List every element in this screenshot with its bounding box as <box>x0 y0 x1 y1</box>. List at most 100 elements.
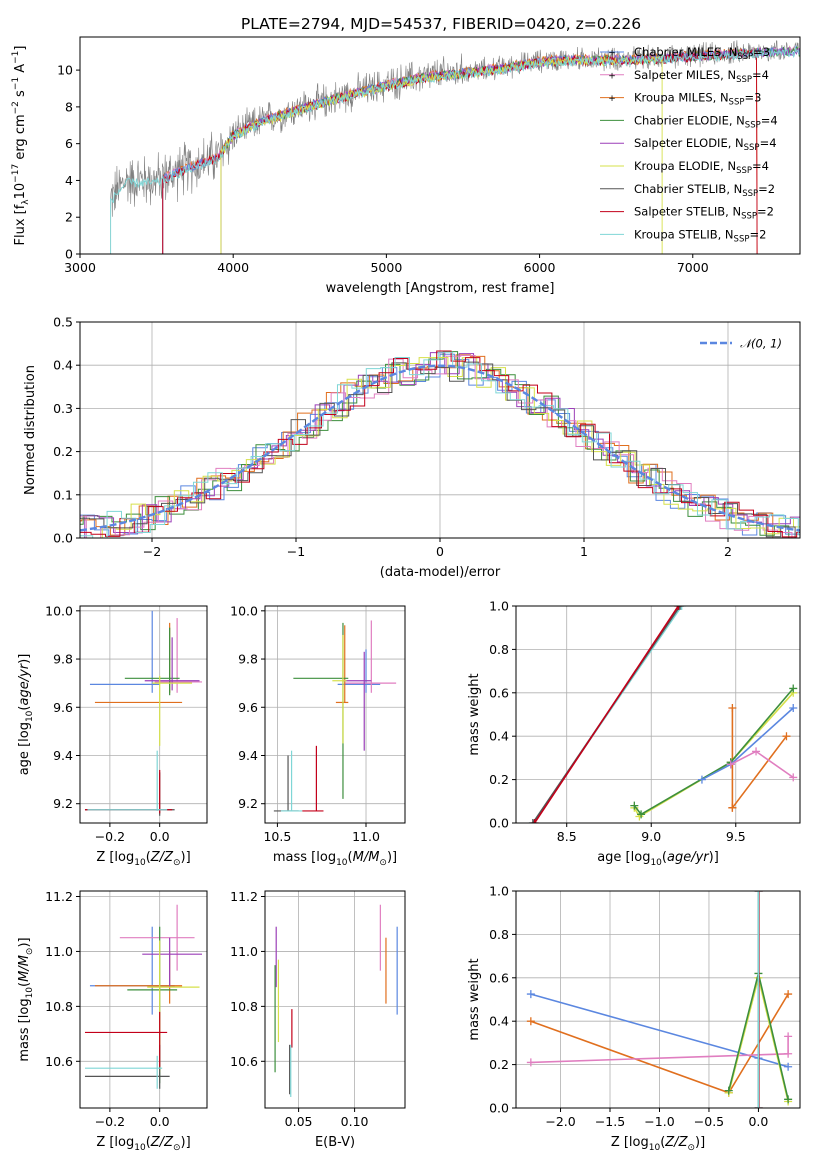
age_vs_Z-errorbars <box>84 610 203 816</box>
weight_vs_age-xlabel-part: ( <box>662 850 667 865</box>
point-pink <box>784 1032 793 1041</box>
mass_vs_Z-errorbars <box>84 904 203 1089</box>
legend-entry-blue: Chabrier MILES, NSSP=3 <box>634 45 770 62</box>
age_vs_Z-xlabel-part: ⊙ <box>173 858 181 868</box>
weight_vs_Z-xlabel-part: Z [log <box>611 1135 649 1150</box>
mass_vs_Z-ylabel-part: 10 <box>25 987 35 999</box>
x-tick-label: 0.05 <box>285 1114 313 1129</box>
legend-entry-pink-part: SSP <box>736 75 752 85</box>
legend-entry-green: Chabrier ELODIE, NSSP=4 <box>634 113 778 130</box>
age_vs_mass-xlabel-part: mass [log <box>273 850 336 865</box>
age_vs_mass-xlabel-part: ⊙ <box>379 858 387 868</box>
x-tick-label: −1.5 <box>595 1114 625 1129</box>
legend-entry-gray-part: =2 <box>758 182 775 196</box>
x-tick-label: 11.0 <box>352 829 380 844</box>
spectrum-ylabel-part: erg cm <box>13 114 28 163</box>
legend-entry-red-part: Salpeter STELIB, N <box>634 205 741 219</box>
x-tick-label: −2.0 <box>545 1114 575 1129</box>
spectrum-ylabel-part: −2 <box>11 101 21 114</box>
legend-marker: + <box>608 94 616 104</box>
legend-entry-green-part: Chabrier ELODIE, N <box>634 113 745 127</box>
legend-entry-cyan-part: SSP <box>734 234 750 244</box>
x-tick-label: 9.5 <box>726 829 746 844</box>
age_vs_Z-ylabel-part: age/yr <box>17 662 32 705</box>
x-tick-label: −2 <box>143 544 161 559</box>
spectrum-ylabel-part: −17 <box>11 164 21 183</box>
legend-marker: + <box>608 49 616 59</box>
mass_vs_Z-xlabel-part: ⊙ <box>173 1143 181 1153</box>
legend-entry-orange: Kroupa MILES, NSSP=3 <box>634 91 761 108</box>
point-pink <box>784 1049 793 1058</box>
legend-entry-yellow: Kroupa ELODIE, NSSP=4 <box>634 159 769 176</box>
y-tick-label: 11.0 <box>230 944 258 959</box>
x-tick-label: 2 <box>724 544 732 559</box>
legend-entry-gray-part: Chabrier STELIB, N <box>634 182 742 196</box>
legend-entry-red: Salpeter STELIB, NSSP=2 <box>634 205 774 222</box>
y-tick-label: 2 <box>65 210 73 225</box>
x-tick-label: 6000 <box>524 260 556 275</box>
age_vs_mass-axes: 10.5 11.0 9.2 9.4 9.6 9.8 10.0 <box>230 603 405 844</box>
weight_vs_age-xlabel: age [log10(age/yr)] <box>597 850 719 868</box>
spectrum-axes: 3000 4000 5000 6000 7000 0 2 4 6 8 10 <box>57 63 709 275</box>
series-yellow <box>633 692 794 818</box>
legend-entry-purple-part: SSP <box>744 143 760 153</box>
y-tick-label: 0.4 <box>489 1014 509 1029</box>
weight_vs_Z-grid <box>516 890 800 1109</box>
residual-hist-gray <box>80 361 800 538</box>
mass_vs_Z-xlabel-part: Z [log <box>96 1135 134 1150</box>
y-tick-label: 0.8 <box>489 642 509 657</box>
y-tick-label: 9.8 <box>238 652 258 667</box>
point-pink <box>789 773 798 782</box>
y-tick-label: 9.6 <box>238 700 258 715</box>
weight_vs_age-frame <box>515 605 801 824</box>
legend-marker: + <box>608 71 616 81</box>
series-blue <box>701 763 732 781</box>
mass_vs_Z-xlabel: Z [log10(Z/Z⊙)] <box>96 1135 190 1153</box>
legend-entry-yellow-part: Kroupa ELODIE, N <box>634 159 736 173</box>
mass_vs_Z-ylabel-part: )] <box>17 937 32 947</box>
mass_vs_Z-xlabel-part: 10 <box>134 1143 146 1153</box>
residuals-frame <box>79 321 801 539</box>
y-tick-label: 10.0 <box>230 603 258 618</box>
legend-entry-blue-part: =3 <box>753 45 770 59</box>
weight_vs_age-xlabel-part: 10 <box>650 858 662 868</box>
age_vs_Z-ylabel-part: )] <box>17 654 32 664</box>
x-tick-label: −0.5 <box>694 1114 724 1129</box>
mass_vs_ebv-errorbars <box>274 904 398 1098</box>
point-cyan <box>754 891 763 895</box>
mass_vs_Z-ylabel: mass [log10(M/M⊙)] <box>17 937 35 1061</box>
residuals-xlabel-part: (data-model)/error <box>380 565 501 580</box>
mass_vs_Z-axes: −0.2 0.0 10.6 10.8 11.0 11.2 <box>45 889 207 1129</box>
age_vs_Z-xlabel-part: 10 <box>134 858 146 868</box>
series-red <box>533 606 679 823</box>
age_vs_Z-xlabel-part: ( <box>146 850 151 865</box>
y-tick-label: 11.0 <box>45 944 73 959</box>
point-orange <box>782 732 791 741</box>
age_vs_mass-xlabel-part: ( <box>348 850 353 865</box>
x-tick-label: 4000 <box>217 260 249 275</box>
residual-hist-cyan <box>80 351 800 538</box>
y-tick-label: 10 <box>57 63 73 78</box>
model-cyan <box>110 47 800 254</box>
spectrum-ylabel-part: Flux [f <box>13 204 28 245</box>
legend-entry-yellow-part: =4 <box>752 159 769 173</box>
mass_vs_ebv-grid <box>265 891 405 1108</box>
legend-entry-orange-part: SSP <box>729 98 745 108</box>
y-tick-label: 11.2 <box>45 889 73 904</box>
y-tick-label: 10.8 <box>230 999 258 1014</box>
legend-entry-orange-part: =3 <box>744 91 761 105</box>
y-tick-label: 9.8 <box>53 652 73 667</box>
residuals-ylabel: Normed distribution <box>23 365 38 495</box>
point-orange <box>526 1017 535 1026</box>
y-tick-label: 10.6 <box>230 1054 258 1069</box>
age_vs_Z-ylabel-part: 10 <box>25 710 35 722</box>
spectrum-lines <box>110 40 800 254</box>
point-orange <box>728 703 737 712</box>
legend-entry-pink-part: =4 <box>752 68 769 82</box>
spectrum-ylabel-part: 10 <box>13 183 28 200</box>
y-tick-label: 0 <box>65 247 73 262</box>
mass_vs_ebv-xlabel: E(B-V) <box>315 1135 355 1150</box>
point-pink <box>752 747 761 756</box>
series-green <box>633 687 794 816</box>
